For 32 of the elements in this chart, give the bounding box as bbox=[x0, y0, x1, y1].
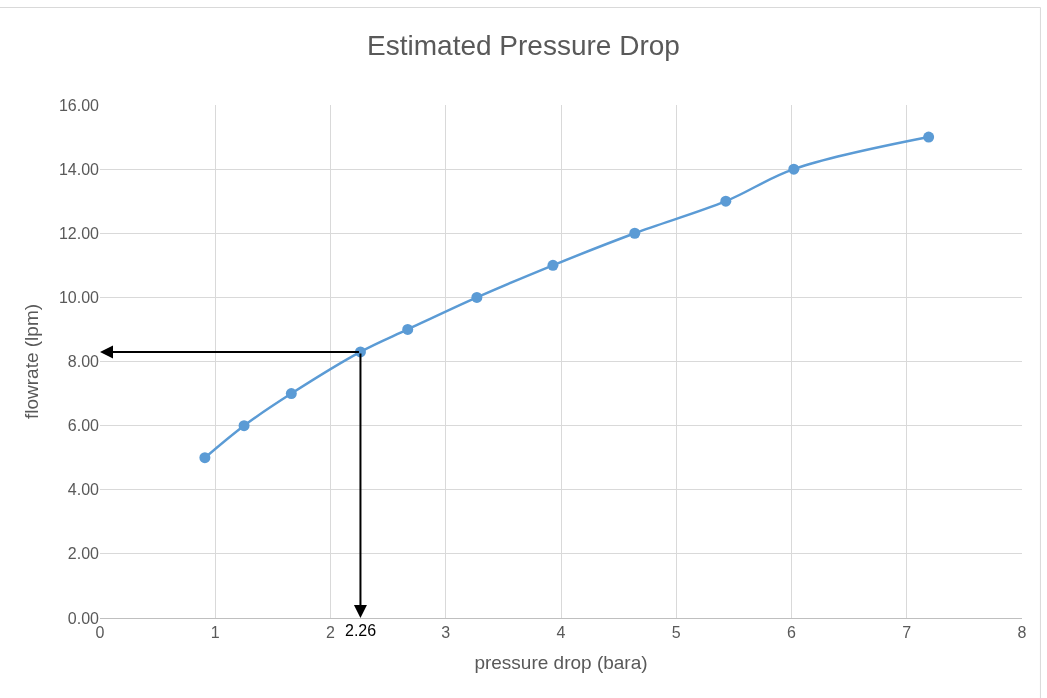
y-tick-label: 8.00 bbox=[67, 353, 100, 371]
y-axis-title: flowrate (lpm) bbox=[20, 303, 42, 420]
y-tick-label: 2.00 bbox=[67, 545, 100, 563]
point bbox=[720, 195, 732, 207]
x-tick-label: 5 bbox=[671, 624, 681, 642]
point bbox=[199, 452, 211, 464]
chart-title: Estimated Pressure Drop bbox=[367, 29, 680, 61]
point bbox=[788, 163, 800, 175]
y-tick-label: 12.00 bbox=[58, 224, 100, 242]
x-tick-label: 7 bbox=[902, 624, 912, 642]
point bbox=[629, 227, 641, 239]
point bbox=[471, 291, 483, 303]
y-tick-label: 14.00 bbox=[58, 160, 100, 178]
y-tick-label: 4.00 bbox=[67, 481, 100, 499]
point bbox=[238, 420, 250, 432]
point bbox=[402, 323, 414, 335]
x-tick-label: 8 bbox=[1017, 624, 1027, 642]
x-tick-label: 2 bbox=[326, 624, 336, 642]
y-tick-label: 6.00 bbox=[67, 417, 100, 435]
y-tick-label: 0.00 bbox=[67, 609, 100, 627]
x-tick-label: 4 bbox=[556, 624, 566, 642]
x-axis-title: pressure drop (bara) bbox=[474, 652, 648, 673]
x-tick-label: 3 bbox=[441, 624, 451, 642]
point bbox=[923, 131, 935, 143]
x-tick-label: 1 bbox=[210, 624, 220, 642]
point bbox=[285, 388, 297, 400]
y-tick-label: 16.00 bbox=[58, 96, 100, 114]
y-tick-label: 10.00 bbox=[58, 288, 100, 306]
annotation: 2.26 bbox=[345, 622, 377, 639]
x-tick-label: 0 bbox=[95, 624, 105, 642]
point bbox=[547, 259, 559, 271]
x-tick-label: 6 bbox=[787, 624, 797, 642]
